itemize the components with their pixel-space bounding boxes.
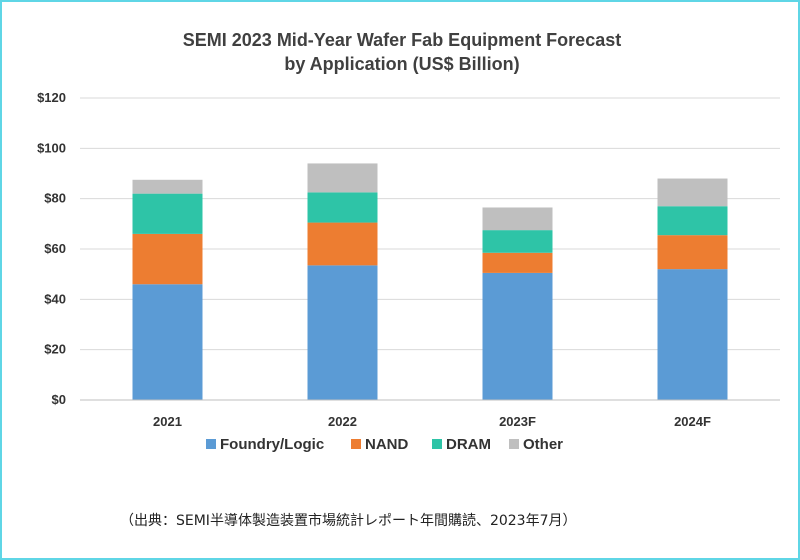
legend-swatch-nand [351,439,361,449]
bar-dram-2022 [307,192,378,223]
y-tick-label: $100 [37,140,66,155]
chart-title: SEMI 2023 Mid-Year Wafer Fab Equipment F… [183,30,621,50]
legend-label: DRAM [446,436,491,453]
legend-label: Other [523,436,563,453]
x-tick-label: 2023F [499,414,536,429]
legend-swatch-other [509,439,519,449]
x-tick-label: 2022 [328,414,357,429]
source-note: （出典：SEMI半導体製造装置市場統計レポート年間購読、2023年7月） [120,513,577,529]
x-tick-label: 2021 [153,414,182,429]
y-tick-label: $80 [44,191,66,206]
y-tick-label: $60 [44,241,66,256]
y-tick-label: $0 [52,392,66,407]
bar-foundry-logic-2024f [657,269,728,400]
bar-dram-2023f [482,230,553,253]
y-tick-label: $120 [37,90,66,105]
legend-label: NAND [365,436,408,453]
bar-nand-2024f [657,235,728,270]
bars [132,163,728,400]
bar-dram-2024f [657,206,728,236]
bar-nand-2023f [482,252,553,273]
bar-other-2024f [657,178,728,207]
legend-label: Foundry/Logic [220,436,324,453]
legend-swatch-dram [432,439,442,449]
bar-nand-2022 [307,222,378,266]
legend: Foundry/Logic NAND DRAM Other [206,436,563,453]
y-tick-label: $20 [44,342,66,357]
legend-swatch-foundry-logic [206,439,216,449]
bar-foundry-logic-2022 [307,265,378,400]
bar-foundry-logic-2023f [482,272,553,400]
bar-other-2021 [132,179,203,194]
x-tick-label: 2024F [674,414,711,429]
bar-foundry-logic-2021 [132,284,203,400]
bar-nand-2021 [132,233,203,285]
x-axis-ticks: 2021 2022 2023F 2024F [80,399,780,429]
bar-other-2023f [482,207,553,231]
chart: $0 $20 $40 $60 $80 $100 $120 2021 2022 2023F 2024… [37,30,780,453]
y-tick-label: $40 [44,291,66,306]
chart-subtitle: by Application (US$ Billion) [284,54,519,74]
y-axis-ticks: $0 $20 $40 $60 $80 $100 $120 [37,90,66,407]
bar-dram-2021 [132,193,203,234]
bar-other-2022 [307,163,378,193]
